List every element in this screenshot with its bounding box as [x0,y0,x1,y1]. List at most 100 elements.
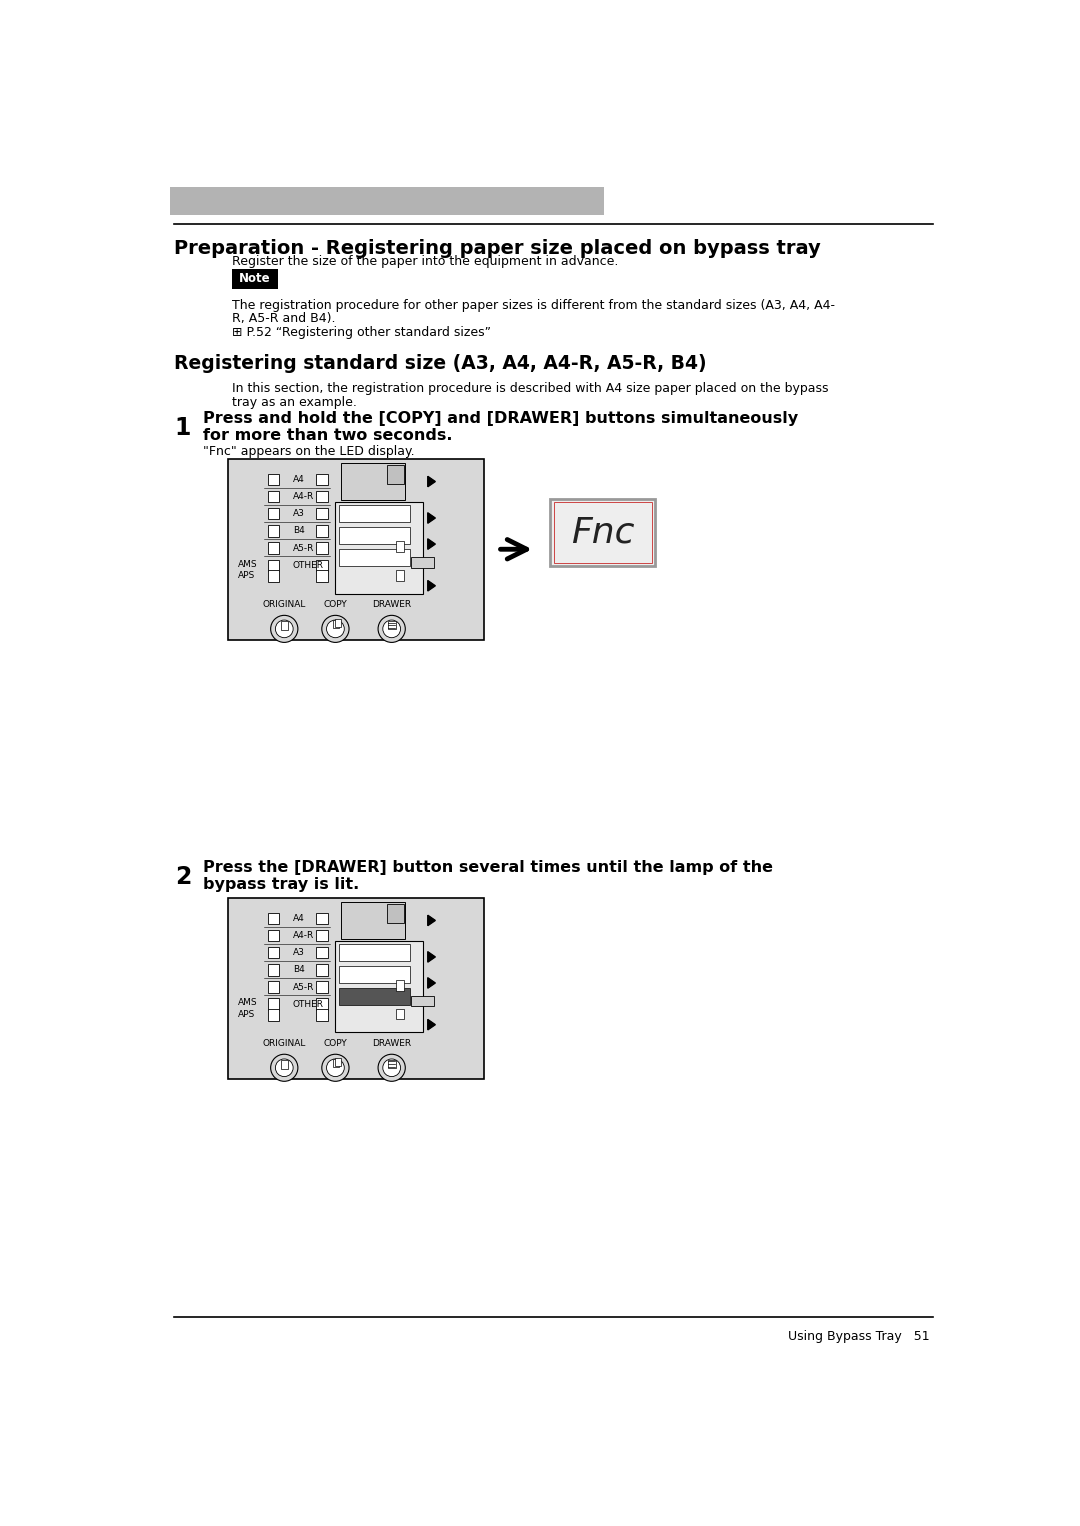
Text: OTHER: OTHER [293,560,324,569]
Circle shape [271,1054,298,1082]
Bar [388,621,396,629]
Bar [339,945,409,961]
Text: A4-R: A4-R [293,931,314,940]
Bar [268,998,279,1010]
Text: OTHER: OTHER [293,1000,324,1009]
Bar [339,526,409,545]
Circle shape [275,1059,293,1077]
Text: A4-R: A4-R [293,491,314,501]
Polygon shape [428,580,435,591]
Bar [268,508,279,519]
Bar [316,508,327,519]
Bar [333,620,339,629]
Polygon shape [428,539,435,549]
Bar [171,186,605,215]
Bar [341,464,405,501]
Bar [316,542,327,554]
Bar [316,473,327,485]
Bar [268,981,279,993]
Bar [228,459,484,639]
Text: Press and hold the [COPY] and [DRAWER] buttons simultaneously: Press and hold the [COPY] and [DRAWER] b… [203,410,798,426]
Bar [316,491,327,502]
Bar [268,571,279,581]
Bar [316,525,327,537]
Bar [316,948,327,958]
Bar [268,913,279,923]
Bar [268,1009,279,1021]
Polygon shape [428,476,435,487]
Bar [335,620,341,627]
Text: "Fnc" appears on the LED display.: "Fnc" appears on the LED display. [203,446,415,458]
Text: AMS: AMS [239,560,258,569]
Bar [336,942,423,1033]
Text: R, A5-R and B4).: R, A5-R and B4). [232,313,336,325]
Text: bypass tray is lit.: bypass tray is lit. [203,877,360,891]
Bar [395,980,404,990]
Circle shape [275,620,293,638]
Bar [339,505,409,522]
Bar [316,998,327,1010]
Text: 1: 1 [175,415,191,439]
Bar [339,549,409,566]
Text: Registering standard size (A3, A4, A4-R, A5-R, B4): Registering standard size (A3, A4, A4-R,… [174,354,706,372]
Bar [268,964,279,975]
Bar [395,542,404,552]
Text: B4: B4 [293,526,305,536]
Bar [316,571,327,581]
Circle shape [326,620,345,638]
Bar [268,948,279,958]
Text: Register the size of the paper into the equipment in advance.: Register the size of the paper into the … [232,255,618,269]
Text: tray as an example.: tray as an example. [232,395,356,409]
Text: COPY: COPY [324,1039,348,1048]
Bar [341,902,405,938]
Bar [551,499,656,566]
Text: ORIGINAL: ORIGINAL [262,1039,306,1048]
Text: In this section, the registration procedure is described with A4 size paper plac: In this section, the registration proced… [232,382,828,395]
Text: COPY: COPY [324,600,348,609]
Polygon shape [428,978,435,989]
Circle shape [382,620,401,638]
Polygon shape [428,916,435,926]
Text: Fnc: Fnc [571,516,634,549]
Bar [410,557,434,568]
Text: Preparation - Registering paper size placed on bypass tray: Preparation - Registering paper size pla… [174,238,821,258]
Text: B4: B4 [293,966,305,974]
Bar [316,560,327,571]
Bar [395,571,404,580]
Text: DRAWER: DRAWER [373,600,411,609]
Text: for more than two seconds.: for more than two seconds. [203,427,453,443]
Text: DRAWER: DRAWER [373,1039,411,1048]
Bar [268,929,279,942]
Bar [554,502,652,563]
Bar [232,270,279,288]
Bar [316,964,327,975]
Text: AMS: AMS [239,998,258,1007]
Text: A5-R: A5-R [293,983,314,992]
Polygon shape [428,513,435,523]
Bar [268,542,279,554]
Bar [335,1058,341,1065]
Bar [387,464,404,484]
Text: APS: APS [239,571,256,580]
Bar [316,981,327,993]
Text: 2: 2 [175,865,191,888]
Text: Using Bypass Tray   51: Using Bypass Tray 51 [787,1331,930,1343]
Circle shape [378,1054,405,1082]
Circle shape [378,615,405,642]
Text: A4: A4 [293,914,305,923]
Text: ORIGINAL: ORIGINAL [262,600,306,609]
Bar [333,1059,339,1067]
Bar [316,913,327,923]
Text: A4: A4 [293,475,305,484]
Bar [268,473,279,485]
Circle shape [322,615,349,642]
Bar [228,897,484,1079]
Bar [281,1061,287,1068]
Text: A3: A3 [293,510,305,519]
Circle shape [271,615,298,642]
Text: The registration procedure for other paper sizes is different from the standard : The registration procedure for other pap… [232,299,835,311]
Bar [388,1059,396,1068]
Bar [316,1009,327,1021]
Bar [339,989,409,1006]
Bar [268,491,279,502]
